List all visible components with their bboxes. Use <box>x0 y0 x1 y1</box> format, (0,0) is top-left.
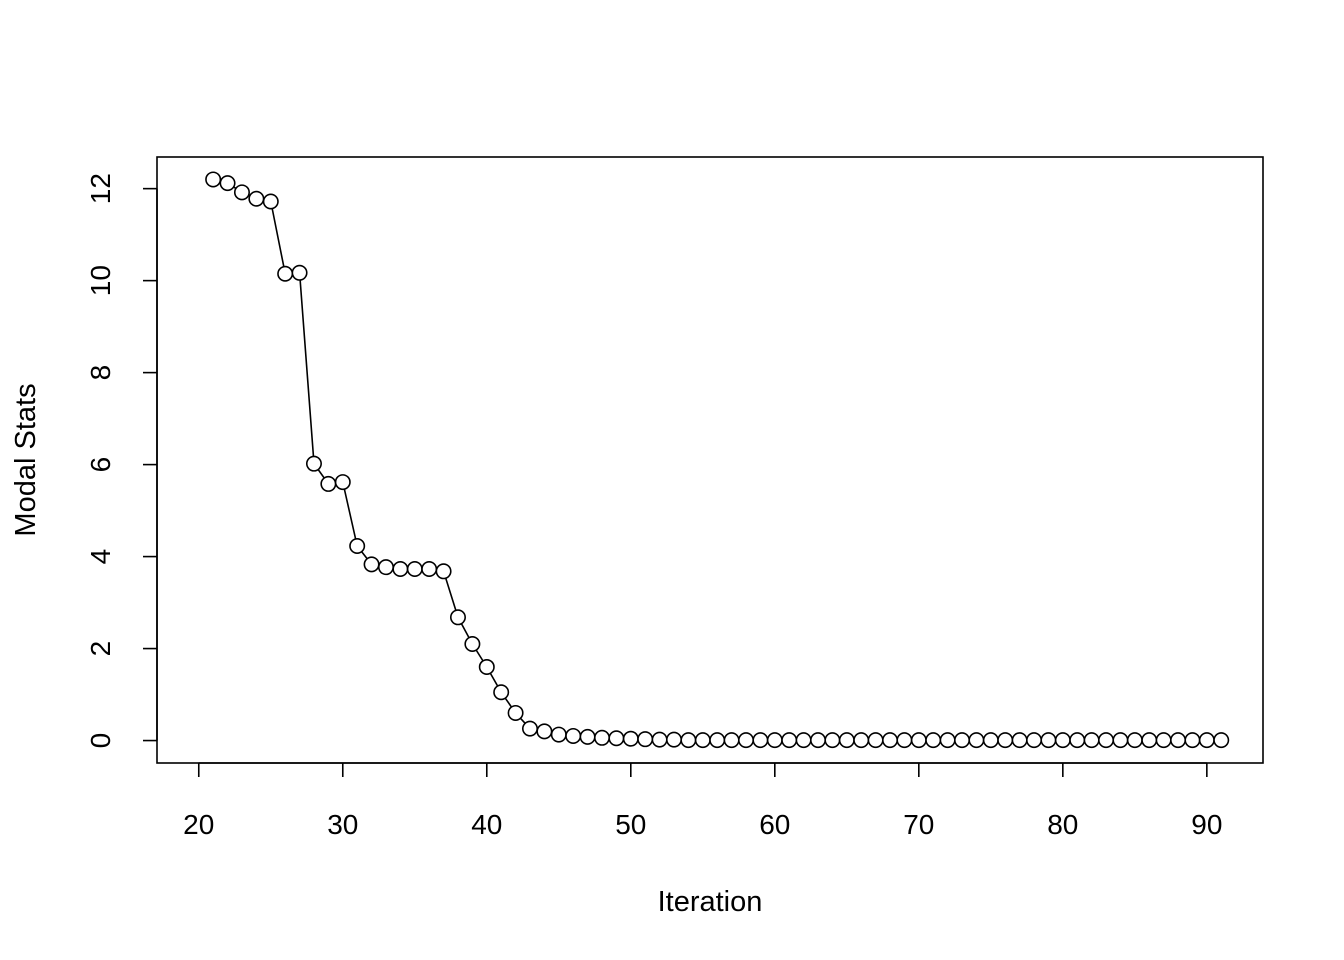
data-point <box>449 609 466 626</box>
y-tick-label: 2 <box>85 641 116 657</box>
plot-frame <box>156 156 1264 764</box>
data-point <box>320 475 337 492</box>
data-point <box>1040 732 1057 749</box>
y-tick-label: 8 <box>85 365 116 381</box>
data-point <box>248 190 265 207</box>
data-point <box>968 732 985 749</box>
data-point <box>262 193 279 210</box>
data-point <box>579 728 596 745</box>
data-point <box>694 732 711 749</box>
data-point <box>954 732 971 749</box>
y-axis-label: Modal Stats <box>10 383 42 536</box>
data-point <box>709 732 726 749</box>
data-point <box>853 732 870 749</box>
y-tick-label: 0 <box>85 733 116 749</box>
data-point <box>478 658 495 675</box>
data-point <box>464 635 481 652</box>
x-tick-label: 20 <box>183 809 214 840</box>
data-point <box>680 732 697 749</box>
y-tick-label: 12 <box>85 173 116 204</box>
data-point <box>435 563 452 580</box>
data-point <box>1011 732 1028 749</box>
data-point <box>536 723 553 740</box>
data-point <box>421 561 438 578</box>
data-point <box>334 474 351 491</box>
data-point <box>1198 732 1215 749</box>
data-point <box>752 732 769 749</box>
data-point <box>651 731 668 748</box>
data-point <box>1069 732 1086 749</box>
y-tick-label: 10 <box>85 265 116 296</box>
y-axis: 0 2 4 6 8 10 12 <box>85 173 158 749</box>
data-point <box>882 732 899 749</box>
data-point <box>565 727 582 744</box>
data-point <box>1098 732 1115 749</box>
data-point <box>1126 732 1143 749</box>
data-point <box>982 732 999 749</box>
data-point <box>550 726 567 743</box>
data-point <box>1184 732 1201 749</box>
x-tick-label: 30 <box>327 809 358 840</box>
data-point <box>637 731 654 748</box>
data-point <box>349 538 366 555</box>
x-tick-label: 70 <box>903 809 934 840</box>
data-point <box>824 732 841 749</box>
y-tick-label: 4 <box>85 549 116 565</box>
data-point <box>291 264 308 281</box>
data-point <box>493 684 510 701</box>
data-point <box>925 732 942 749</box>
data-point <box>219 175 236 192</box>
data-point <box>665 731 682 748</box>
data-point <box>766 732 783 749</box>
data-point <box>277 265 294 282</box>
data-point <box>910 732 927 749</box>
data-points <box>205 171 1230 749</box>
data-point <box>363 556 380 573</box>
data-point <box>521 720 538 737</box>
x-axis-label: Iteration <box>658 886 763 918</box>
data-point <box>377 559 394 576</box>
data-point <box>608 730 625 747</box>
y-tick-label: 6 <box>85 457 116 473</box>
data-point <box>1141 732 1158 749</box>
x-axis: 20 30 40 50 60 70 80 90 <box>183 762 1222 840</box>
data-point <box>1054 732 1071 749</box>
data-point <box>1083 732 1100 749</box>
data-point <box>795 732 812 749</box>
data-point <box>406 561 423 578</box>
data-point <box>723 732 740 749</box>
data-point <box>305 455 322 472</box>
x-tick-label: 50 <box>615 809 646 840</box>
data-point <box>838 732 855 749</box>
data-point <box>939 732 956 749</box>
data-point <box>1155 732 1172 749</box>
data-point <box>622 730 639 747</box>
data-point <box>1112 732 1129 749</box>
data-point <box>810 732 827 749</box>
data-point <box>1170 732 1187 749</box>
data-point <box>867 732 884 749</box>
data-point <box>738 732 755 749</box>
data-point <box>896 732 913 749</box>
data-point <box>392 561 409 578</box>
x-tick-label: 90 <box>1191 809 1222 840</box>
data-point <box>507 704 524 721</box>
data-point <box>205 171 222 188</box>
data-point <box>1026 732 1043 749</box>
data-point <box>997 732 1014 749</box>
x-tick-label: 40 <box>471 809 502 840</box>
series-line <box>213 178 1222 741</box>
x-tick-label: 60 <box>759 809 790 840</box>
data-point <box>1213 732 1230 749</box>
x-tick-label: 80 <box>1047 809 1078 840</box>
data-point <box>781 732 798 749</box>
data-point <box>233 184 250 201</box>
data-point <box>593 729 610 746</box>
